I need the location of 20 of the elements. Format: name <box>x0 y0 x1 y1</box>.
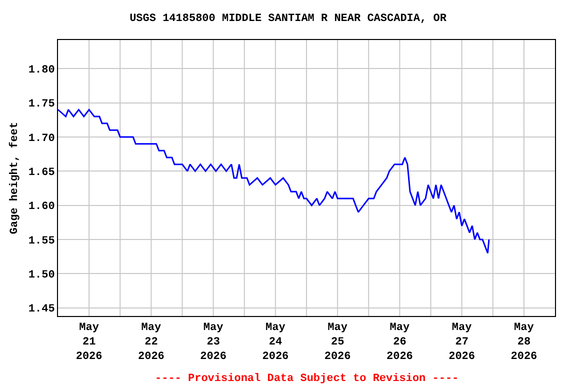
x-tick-label: May 27 2026 <box>448 322 476 363</box>
x-tick-label: May 22 2026 <box>138 322 164 363</box>
y-tick-label: 1.75 <box>28 98 56 111</box>
y-tick-label: 1.65 <box>28 167 56 180</box>
text: ---- Provisional Data Subject to Revision ---- <box>155 373 459 384</box>
x-tick-label: May 21 2026 <box>76 322 102 363</box>
line-series <box>58 108 490 254</box>
y-tick-label: 1.45 <box>28 304 56 316</box>
x-tick-label: May 24 2026 <box>262 322 289 363</box>
y-tick-label: 1.55 <box>28 235 56 248</box>
y-axis-title: Gage height, feet <box>8 122 22 234</box>
y-tick-label: 1.60 <box>28 201 55 214</box>
y-tick-label: 1.70 <box>28 132 55 145</box>
x-tick-label: May 26 2026 <box>386 322 413 363</box>
y-tick-label: 1.80 <box>28 64 55 77</box>
x-tick-label: May 28 2026 <box>510 322 538 363</box>
x-tick-label: May 23 2026 <box>200 322 227 363</box>
chart-title: USGS 14185800 MIDDLE SANTIAM R NEAR CASCADIA, OR <box>130 13 447 26</box>
y-tick-label: 1.50 <box>28 269 55 282</box>
x-tick-label: May 25 2026 <box>324 322 351 363</box>
